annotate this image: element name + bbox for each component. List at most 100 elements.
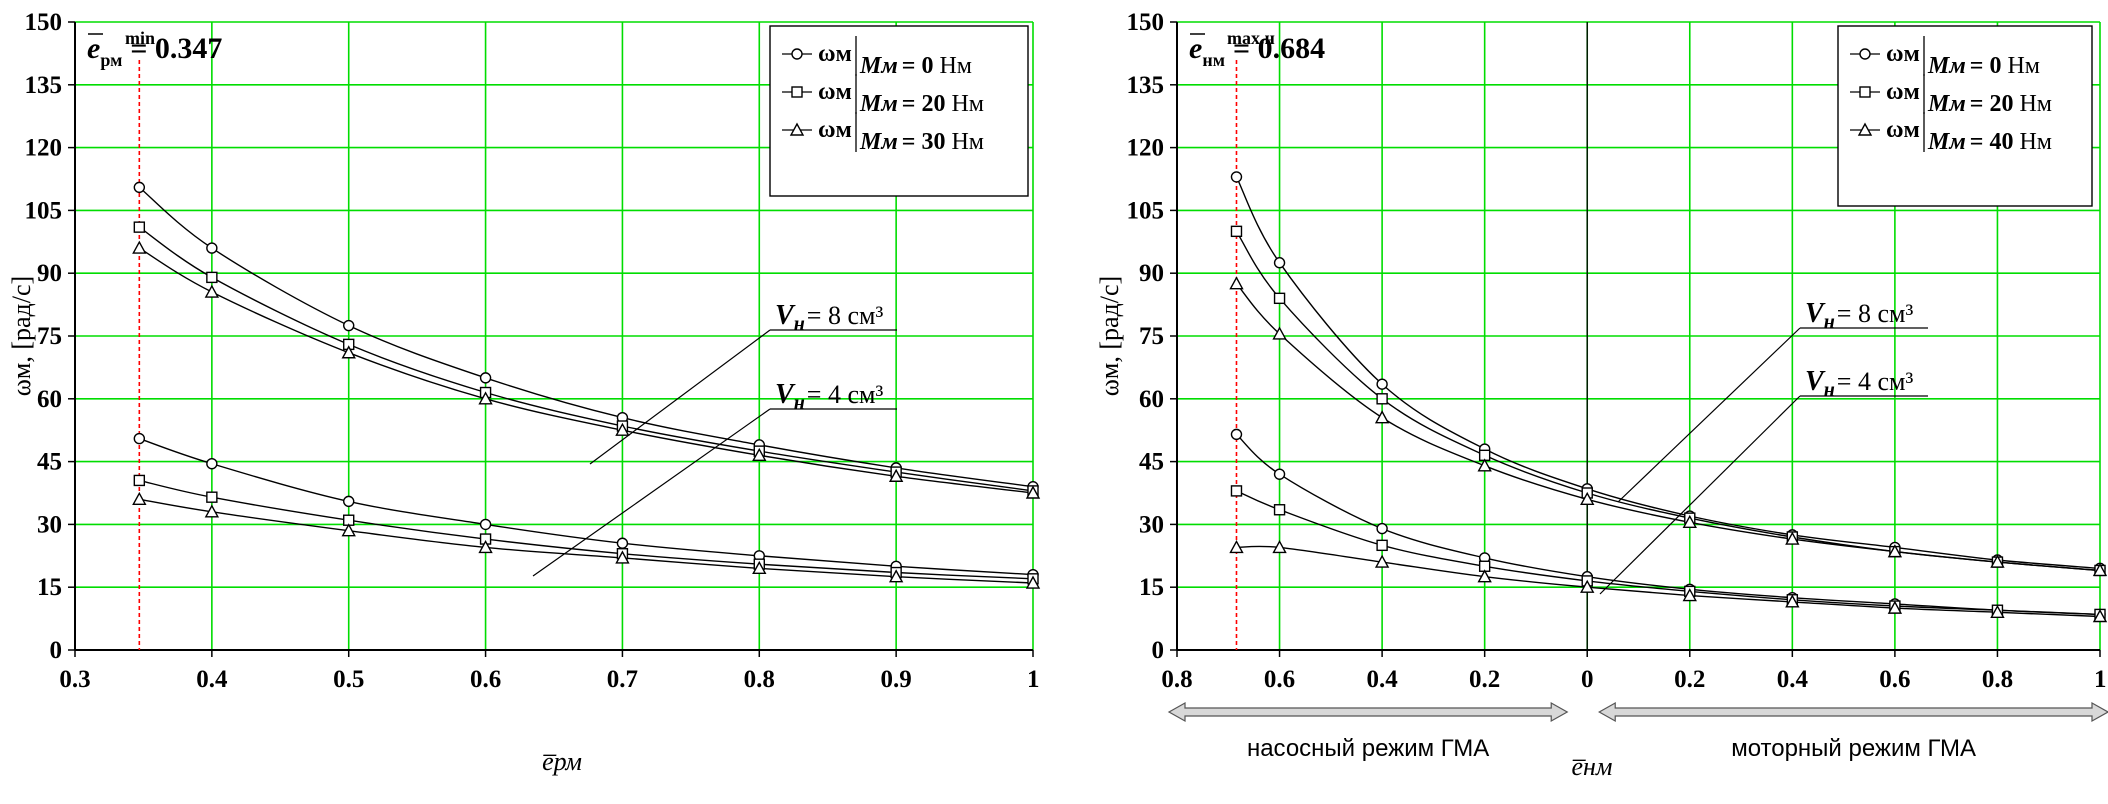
legend-condition: Mм = 20 Нм bbox=[859, 91, 984, 117]
series-group bbox=[1229, 171, 2108, 623]
legend-equals: = 40 bbox=[1970, 129, 2014, 155]
y-axis-label: ωм, [рад/с] bbox=[7, 276, 36, 396]
data-point-square bbox=[1273, 292, 1286, 305]
data-point-triangle bbox=[1025, 485, 1041, 499]
legend-unit: Нм bbox=[2019, 91, 2052, 117]
data-point-triangle bbox=[204, 284, 220, 298]
annotation-leader bbox=[589, 329, 771, 465]
legend-omega: ωм bbox=[1886, 41, 1920, 67]
x-tick-label: 0.8 bbox=[744, 666, 775, 693]
annotation-symbol: V bbox=[775, 300, 796, 331]
y-tick-label: 0 bbox=[50, 637, 63, 664]
mode-arrow bbox=[1597, 701, 2108, 723]
legend-condition: Mм = 40 Нм bbox=[1927, 129, 2052, 155]
legend-marker-circle bbox=[1859, 48, 1871, 60]
data-point-triangle bbox=[1025, 575, 1041, 589]
legend-omega: ωм bbox=[1886, 79, 1920, 105]
data-point-circle bbox=[616, 537, 629, 549]
data-point-circle bbox=[1376, 522, 1388, 535]
data-point-circle bbox=[1230, 428, 1243, 441]
x-tick-label: 0.3 bbox=[59, 666, 90, 693]
x-tick-label: 0.4 bbox=[1777, 666, 1809, 693]
limit-label: eнм = 0.684 bbox=[1189, 32, 1325, 70]
limit-sup: max.н bbox=[1227, 28, 1275, 48]
y-tick-label: 0 bbox=[1152, 637, 1165, 664]
series-line bbox=[1235, 283, 2101, 572]
data-point-triangle bbox=[204, 504, 220, 518]
annotation-leader bbox=[532, 408, 771, 577]
y-tick-label: 150 bbox=[25, 9, 63, 36]
data-point-triangle bbox=[1682, 588, 1697, 602]
y-tick-label: 90 bbox=[37, 260, 62, 287]
data-point-square bbox=[1376, 539, 1388, 552]
data-point-circle bbox=[343, 495, 355, 508]
legend-condition: Mм = 0 Нм bbox=[1927, 53, 2040, 79]
legend-omega: ωм bbox=[1886, 117, 1920, 143]
data-point-triangle bbox=[1272, 539, 1287, 554]
legend-label: ωм bbox=[818, 117, 852, 143]
data-point-square bbox=[1230, 485, 1243, 497]
legend-label: ωм bbox=[818, 79, 852, 105]
data-point-triangle bbox=[1374, 554, 1390, 568]
legend-equals: = 20 bbox=[1970, 91, 2014, 117]
data-point-triangle bbox=[1785, 594, 1800, 608]
y-tick-label: 30 bbox=[37, 511, 62, 538]
legend-equals: = 0 bbox=[902, 53, 934, 79]
data-point-triangle bbox=[1785, 531, 1800, 545]
annotation-text: = 8 см³ bbox=[807, 301, 884, 330]
series-line bbox=[138, 247, 1034, 494]
x-tick-label: 0 bbox=[1581, 666, 1594, 693]
data-point-square bbox=[1230, 225, 1243, 238]
limit-symbol: e bbox=[1189, 32, 1202, 65]
annotation-symbol: V bbox=[1805, 298, 1826, 329]
limit-sub: рм bbox=[100, 50, 122, 70]
series-group bbox=[132, 181, 1041, 589]
x-tick-label: 0.2 bbox=[1469, 666, 1500, 693]
data-point-circle bbox=[479, 518, 492, 531]
data-point-triangle bbox=[1580, 579, 1595, 593]
legend-condition: Mм = 20 Нм bbox=[1927, 91, 2052, 117]
legend-condition: Mм = 30 Нм bbox=[859, 129, 984, 155]
data-point-triangle bbox=[132, 240, 147, 254]
x-tick-label: 0.8 bbox=[1982, 666, 2013, 693]
mode-arrow bbox=[1167, 701, 1569, 723]
x-tick-label: 0.4 bbox=[196, 666, 228, 693]
x-tick-label: 0.2 bbox=[1674, 666, 1705, 693]
y-axis-label: ωм, [рад/с] bbox=[1095, 276, 1124, 396]
annotation-sub: н bbox=[794, 392, 805, 414]
y-tick-label: 120 bbox=[1127, 135, 1165, 162]
data-point-triangle bbox=[1229, 539, 1244, 554]
legend-moment: Mм bbox=[859, 53, 898, 79]
limit-value: = 0.684 bbox=[1233, 32, 1325, 65]
annotation-sub: н bbox=[1824, 379, 1835, 401]
limit-sup: min bbox=[125, 28, 155, 48]
data-point-square bbox=[1273, 504, 1286, 516]
legend-label: ωм bbox=[1886, 41, 1920, 67]
data-point-triangle bbox=[615, 550, 630, 564]
annotation-volume: Vн= 4 см³ bbox=[1805, 366, 1913, 401]
data-point-circle bbox=[206, 242, 218, 254]
legend-moment: Mм bbox=[1927, 53, 1966, 79]
annotation-symbol: V bbox=[775, 379, 796, 410]
x-axis-label: e̅нм bbox=[1571, 752, 1612, 781]
data-point-circle bbox=[1273, 257, 1286, 269]
y-tick-label: 15 bbox=[37, 574, 62, 601]
mode-label: насосный режим ГМА bbox=[1247, 735, 1489, 762]
legend-marker-square bbox=[791, 86, 803, 98]
series-line bbox=[139, 437, 1034, 576]
data-point-triangle bbox=[1887, 600, 1903, 614]
annotation-volume: Vн= 8 см³ bbox=[775, 300, 883, 335]
series-line bbox=[138, 186, 1034, 488]
x-tick-label: 0.6 bbox=[470, 666, 501, 693]
series-line bbox=[1236, 490, 2101, 616]
y-tick-label: 90 bbox=[1139, 260, 1164, 287]
data-point-triangle bbox=[1477, 569, 1492, 583]
data-point-triangle bbox=[1580, 491, 1595, 505]
legend-marker-triangle bbox=[1857, 122, 1873, 136]
x-tick-label: 0.9 bbox=[881, 666, 912, 693]
y-tick-label: 150 bbox=[1127, 9, 1165, 36]
data-point-circle bbox=[1376, 378, 1388, 390]
data-point-triangle bbox=[2092, 609, 2108, 623]
y-tick-label: 105 bbox=[25, 197, 63, 224]
